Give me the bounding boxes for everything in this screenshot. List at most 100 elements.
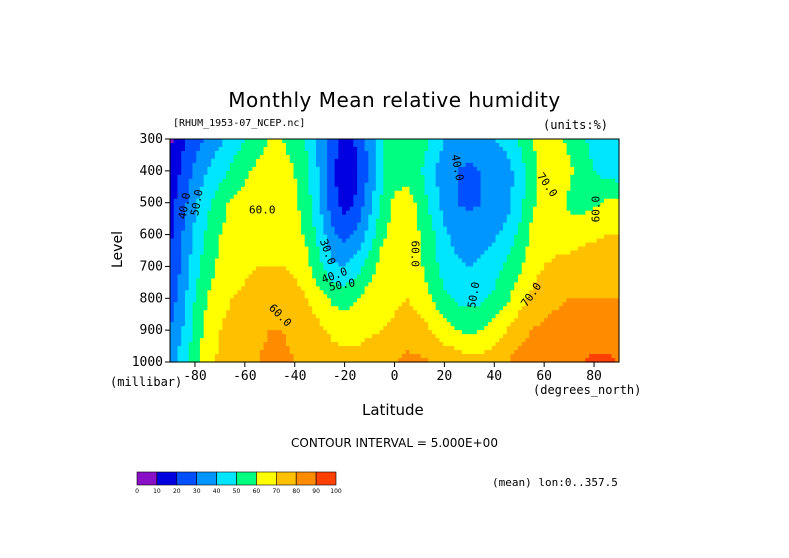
field-cell <box>300 282 306 287</box>
field-cell <box>259 162 265 168</box>
field-cell <box>431 154 437 160</box>
field-cell <box>229 174 235 180</box>
field-cell <box>256 290 261 295</box>
field-cell <box>282 266 287 272</box>
field-cell <box>566 178 571 184</box>
field-cell <box>315 258 321 264</box>
field-cell <box>173 294 179 299</box>
field-cell <box>203 246 209 252</box>
field-cell <box>229 254 235 260</box>
field-cell <box>315 174 321 180</box>
field-cell <box>480 262 485 268</box>
field-cell <box>330 154 336 160</box>
field-cell <box>241 170 246 176</box>
field-cell <box>476 158 482 164</box>
field-cell <box>446 194 452 200</box>
field-cell <box>177 262 182 268</box>
field-cell <box>409 214 414 220</box>
field-cell <box>203 302 209 307</box>
field-cell <box>342 286 347 291</box>
field-cell <box>428 194 433 200</box>
field-cell <box>435 190 440 196</box>
field-cell <box>323 258 328 264</box>
field-cell <box>214 139 220 144</box>
field-cell <box>532 194 538 200</box>
field-cell <box>379 202 384 208</box>
field-cell <box>525 238 530 244</box>
field-cell <box>514 162 519 168</box>
field-cell <box>446 286 452 291</box>
field-cell <box>379 218 384 224</box>
field-cell <box>514 246 519 252</box>
field-cell <box>256 166 261 172</box>
field-cell <box>615 290 620 295</box>
field-cell <box>510 254 515 260</box>
field-cell <box>207 139 212 144</box>
field-cell <box>226 230 231 236</box>
field-cell <box>241 174 246 180</box>
field-cell <box>510 150 515 156</box>
field-cell <box>357 282 362 287</box>
field-cell <box>192 242 197 248</box>
field-cell <box>488 210 493 216</box>
field-cell <box>263 150 268 156</box>
field-cell <box>323 266 328 272</box>
field-cell <box>529 230 534 236</box>
field-cell <box>285 282 291 287</box>
field-cell <box>517 282 523 287</box>
field-cell <box>278 214 283 220</box>
field-cell <box>394 162 399 168</box>
field-cell <box>300 162 306 168</box>
field-cell <box>368 206 373 212</box>
field-cell <box>271 250 276 256</box>
field-cell <box>244 206 250 212</box>
field-cell <box>315 190 321 196</box>
field-cell <box>192 294 197 299</box>
field-cell <box>252 214 257 220</box>
field-cell <box>446 258 452 264</box>
field-cell <box>282 139 287 144</box>
field-cell <box>525 198 530 204</box>
field-cell <box>334 290 339 295</box>
field-cell <box>323 166 328 172</box>
field-cell <box>574 214 579 220</box>
field-cell <box>506 186 512 192</box>
field-cell <box>345 162 351 168</box>
field-cell <box>285 170 291 176</box>
field-cell <box>375 230 381 236</box>
field-cell <box>495 206 500 212</box>
field-cell <box>491 154 497 160</box>
field-cell <box>416 262 422 268</box>
field-cell <box>241 186 246 192</box>
field-cell <box>241 250 246 256</box>
field-cell <box>600 274 605 279</box>
field-cell <box>581 218 586 224</box>
field-cell <box>252 254 257 260</box>
field-cell <box>390 206 396 212</box>
field-cell <box>244 198 250 204</box>
field-cell <box>600 154 605 160</box>
field-cell <box>379 298 384 303</box>
field-cell <box>297 234 302 240</box>
field-cell <box>199 274 205 279</box>
field-cell <box>315 210 321 216</box>
field-cell <box>600 234 605 240</box>
field-cell <box>360 142 366 148</box>
field-cell <box>428 258 433 264</box>
field-cell <box>469 262 474 268</box>
field-cell <box>401 222 407 228</box>
field-cell <box>334 142 339 148</box>
field-cell <box>450 178 455 184</box>
field-cell <box>488 206 493 212</box>
field-cell <box>480 142 485 148</box>
field-cell <box>342 150 347 156</box>
field-cell <box>443 226 448 232</box>
field-cell <box>600 286 605 291</box>
field-cell <box>577 242 583 248</box>
field-cell <box>480 238 485 244</box>
field-cell <box>570 162 575 168</box>
field-cell <box>319 210 325 216</box>
field-cell <box>514 274 519 279</box>
field-cell <box>592 246 598 252</box>
field-cell <box>226 186 231 192</box>
